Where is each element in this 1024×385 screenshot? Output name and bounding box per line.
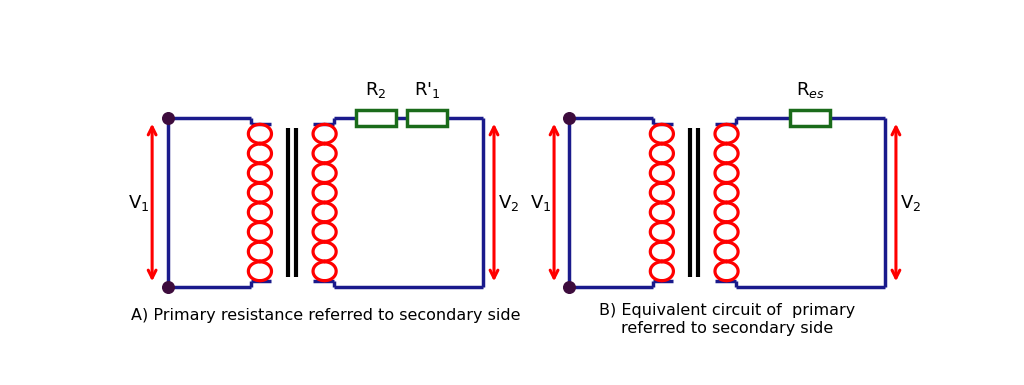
Text: V$_1$: V$_1$ [529,192,551,213]
Point [160,284,176,290]
Point [561,115,578,121]
Bar [356,110,396,126]
Point [561,284,578,290]
Bar [791,110,830,126]
Text: V$_2$: V$_2$ [498,192,519,213]
Text: R'$_1$: R'$_1$ [414,80,440,100]
Text: R$_2$: R$_2$ [366,80,387,100]
Bar [407,110,447,126]
Text: A) Primary resistance referred to secondary side: A) Primary resistance referred to second… [131,308,520,323]
Text: R$_{es}$: R$_{es}$ [796,80,825,100]
Point [160,115,176,121]
Text: V$_2$: V$_2$ [900,192,922,213]
Text: B) Equivalent circuit of  primary
referred to secondary side: B) Equivalent circuit of primary referre… [599,303,855,336]
Text: V$_1$: V$_1$ [128,192,148,213]
